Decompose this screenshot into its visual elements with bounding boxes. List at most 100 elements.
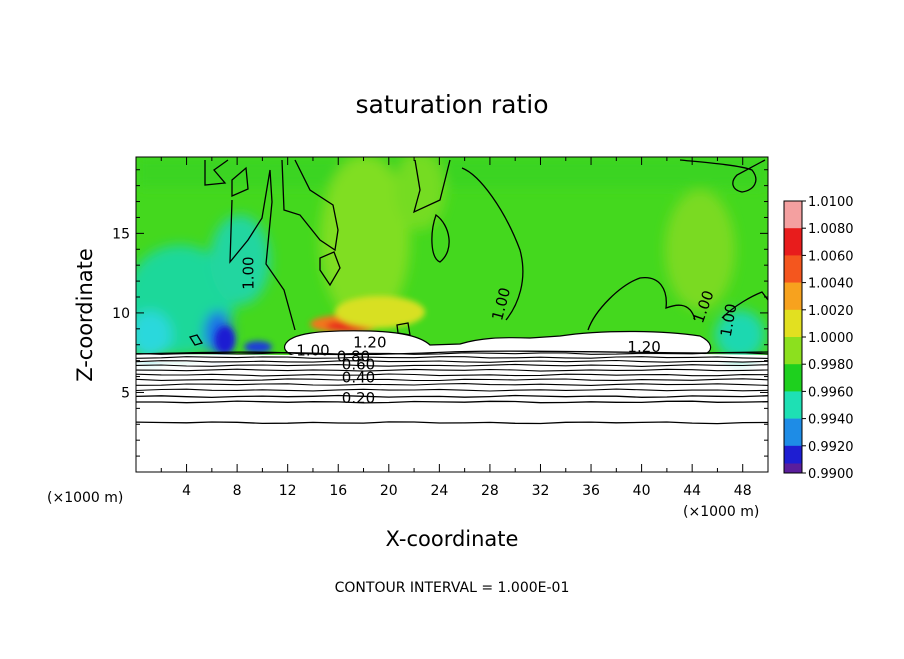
field-blob-cyan-edge	[136, 311, 172, 359]
chart-title: saturation ratio	[355, 90, 548, 119]
colorbar-label: 0.9940	[808, 413, 854, 428]
contour-label: 0.20	[342, 389, 375, 407]
colorbar-swatch	[784, 228, 802, 256]
colorbar-swatch	[784, 418, 802, 447]
colorbar-swatch	[784, 391, 802, 419]
x-tick-label: 28	[481, 483, 499, 499]
contour-line-lower	[136, 373, 768, 377]
contour-one-upper	[281, 159, 339, 252]
y-tick-label: 10	[112, 306, 130, 322]
contour-label-group: 0.20	[342, 389, 375, 407]
contour-label-group: 1.00	[717, 302, 741, 338]
contour-one-far-right	[721, 291, 768, 319]
colorbar-swatch	[784, 282, 802, 311]
field-blob-teal-right	[715, 310, 765, 360]
contour-interval-note: CONTOUR INTERVAL = 1.000E-01	[335, 580, 570, 596]
colorbar-label: 1.0040	[808, 277, 854, 292]
contour-line-lower	[136, 400, 768, 404]
contour-label: 1.00	[239, 256, 257, 289]
contour-line-lower	[136, 388, 768, 392]
colorbar-swatch	[784, 337, 802, 365]
lower-contour-lines	[136, 351, 768, 425]
x-tick-label: 20	[380, 483, 398, 499]
contour-label-group: 1.00	[296, 341, 329, 359]
contour-label-group: 0.80	[337, 348, 370, 366]
contour-label: 0.60	[342, 356, 375, 374]
colorbar-label: 1.0020	[808, 304, 854, 319]
field-blobs	[136, 157, 768, 360]
contour-label: 1.00	[296, 341, 329, 359]
x-tick-label: 4	[182, 483, 191, 499]
contour-one-center	[413, 159, 451, 214]
contour-lines	[136, 159, 768, 356]
contour-line-lower	[136, 378, 768, 382]
x-tick-label: 8	[233, 483, 242, 499]
field-blob-teal-upper	[210, 215, 270, 305]
x-tick-label: 12	[279, 483, 297, 499]
x-unit-label-right: (×1000 m)	[683, 504, 759, 520]
colorbar-label: 1.0100	[808, 195, 854, 210]
contour-label: 1.00	[717, 302, 741, 338]
contour-line-lower	[136, 363, 768, 367]
contour-label: 1.20	[627, 338, 660, 356]
contour-label-group: 0.60	[342, 356, 375, 374]
field-blob-light-right	[665, 190, 735, 310]
x-axis-ticks: 4 8 12 16 20 24 28 32 36 40 44 48	[160, 157, 752, 499]
colorbar-swatch-bottom	[784, 463, 802, 473]
contour-one-right-lobe	[587, 277, 696, 331]
colorbar-swatch	[784, 309, 802, 338]
colorbar-label: 0.9900	[808, 467, 854, 482]
field-details	[215, 296, 441, 356]
x-tick-label: 32	[532, 483, 550, 499]
contour-line-lower	[136, 383, 768, 386]
contour-line-lower	[136, 368, 768, 372]
contour-line-lower	[136, 394, 768, 399]
contour-one-island	[319, 251, 341, 287]
x-axis-title: X-coordinate	[386, 527, 519, 551]
x-tick-label: 44	[683, 483, 701, 499]
contour-line-lower	[136, 356, 768, 359]
y-axis-ticks: 5 10 15	[112, 169, 768, 457]
colorbar-swatch	[784, 255, 802, 283]
colorbar-label: 1.0080	[808, 222, 854, 237]
y-tick-label: 5	[121, 385, 130, 401]
contour-one-right-descending	[461, 167, 524, 321]
contour-label: 0.80	[337, 348, 370, 366]
contour-one-upper-right	[679, 159, 766, 193]
colorbar-swatch	[784, 364, 802, 392]
saturation-field	[136, 157, 768, 472]
colorbar-swatch	[784, 201, 802, 229]
contour-label-group: 1.20	[627, 338, 660, 356]
contour-one-left	[204, 159, 296, 331]
contour-label-group: 1.20	[353, 333, 386, 351]
field-blob-light-top	[395, 157, 445, 230]
contour-line-lower	[136, 359, 768, 363]
field-transition-band	[136, 354, 768, 362]
contour-label: 1.20	[353, 333, 386, 351]
contour-one-small-center	[396, 322, 411, 336]
x-tick-label: 40	[633, 483, 651, 499]
supersaturation-cap	[283, 330, 712, 358]
colorbar-label: 1.0000	[808, 331, 854, 346]
colorbar-label: 0.9960	[808, 385, 854, 400]
field-band-top	[136, 157, 768, 187]
x-tick-label: 36	[582, 483, 600, 499]
field-blob-blue-small	[244, 341, 272, 353]
field-blob-light-center	[320, 157, 410, 325]
x-tick-label: 24	[430, 483, 448, 499]
x-tick-label: 48	[734, 483, 752, 499]
colorbar-label: 0.9980	[808, 358, 854, 373]
contour-line-lower	[136, 351, 768, 355]
field-blob-deepblue	[215, 326, 235, 354]
colorbar-label: 1.0060	[808, 249, 854, 264]
contour-label-group: 0.40	[342, 368, 375, 386]
x-tick-label: 16	[329, 483, 347, 499]
contour-one-small-left	[188, 334, 204, 346]
colorbar-label: 0.9920	[808, 440, 854, 455]
contour-label: 0.40	[342, 368, 375, 386]
contour-one-oval	[431, 213, 450, 263]
colorbar: 1.0100 1.0080 1.0060 1.0040 1.0020 1.0000 0.99…	[783, 195, 854, 482]
contour-line-lower	[136, 421, 768, 425]
